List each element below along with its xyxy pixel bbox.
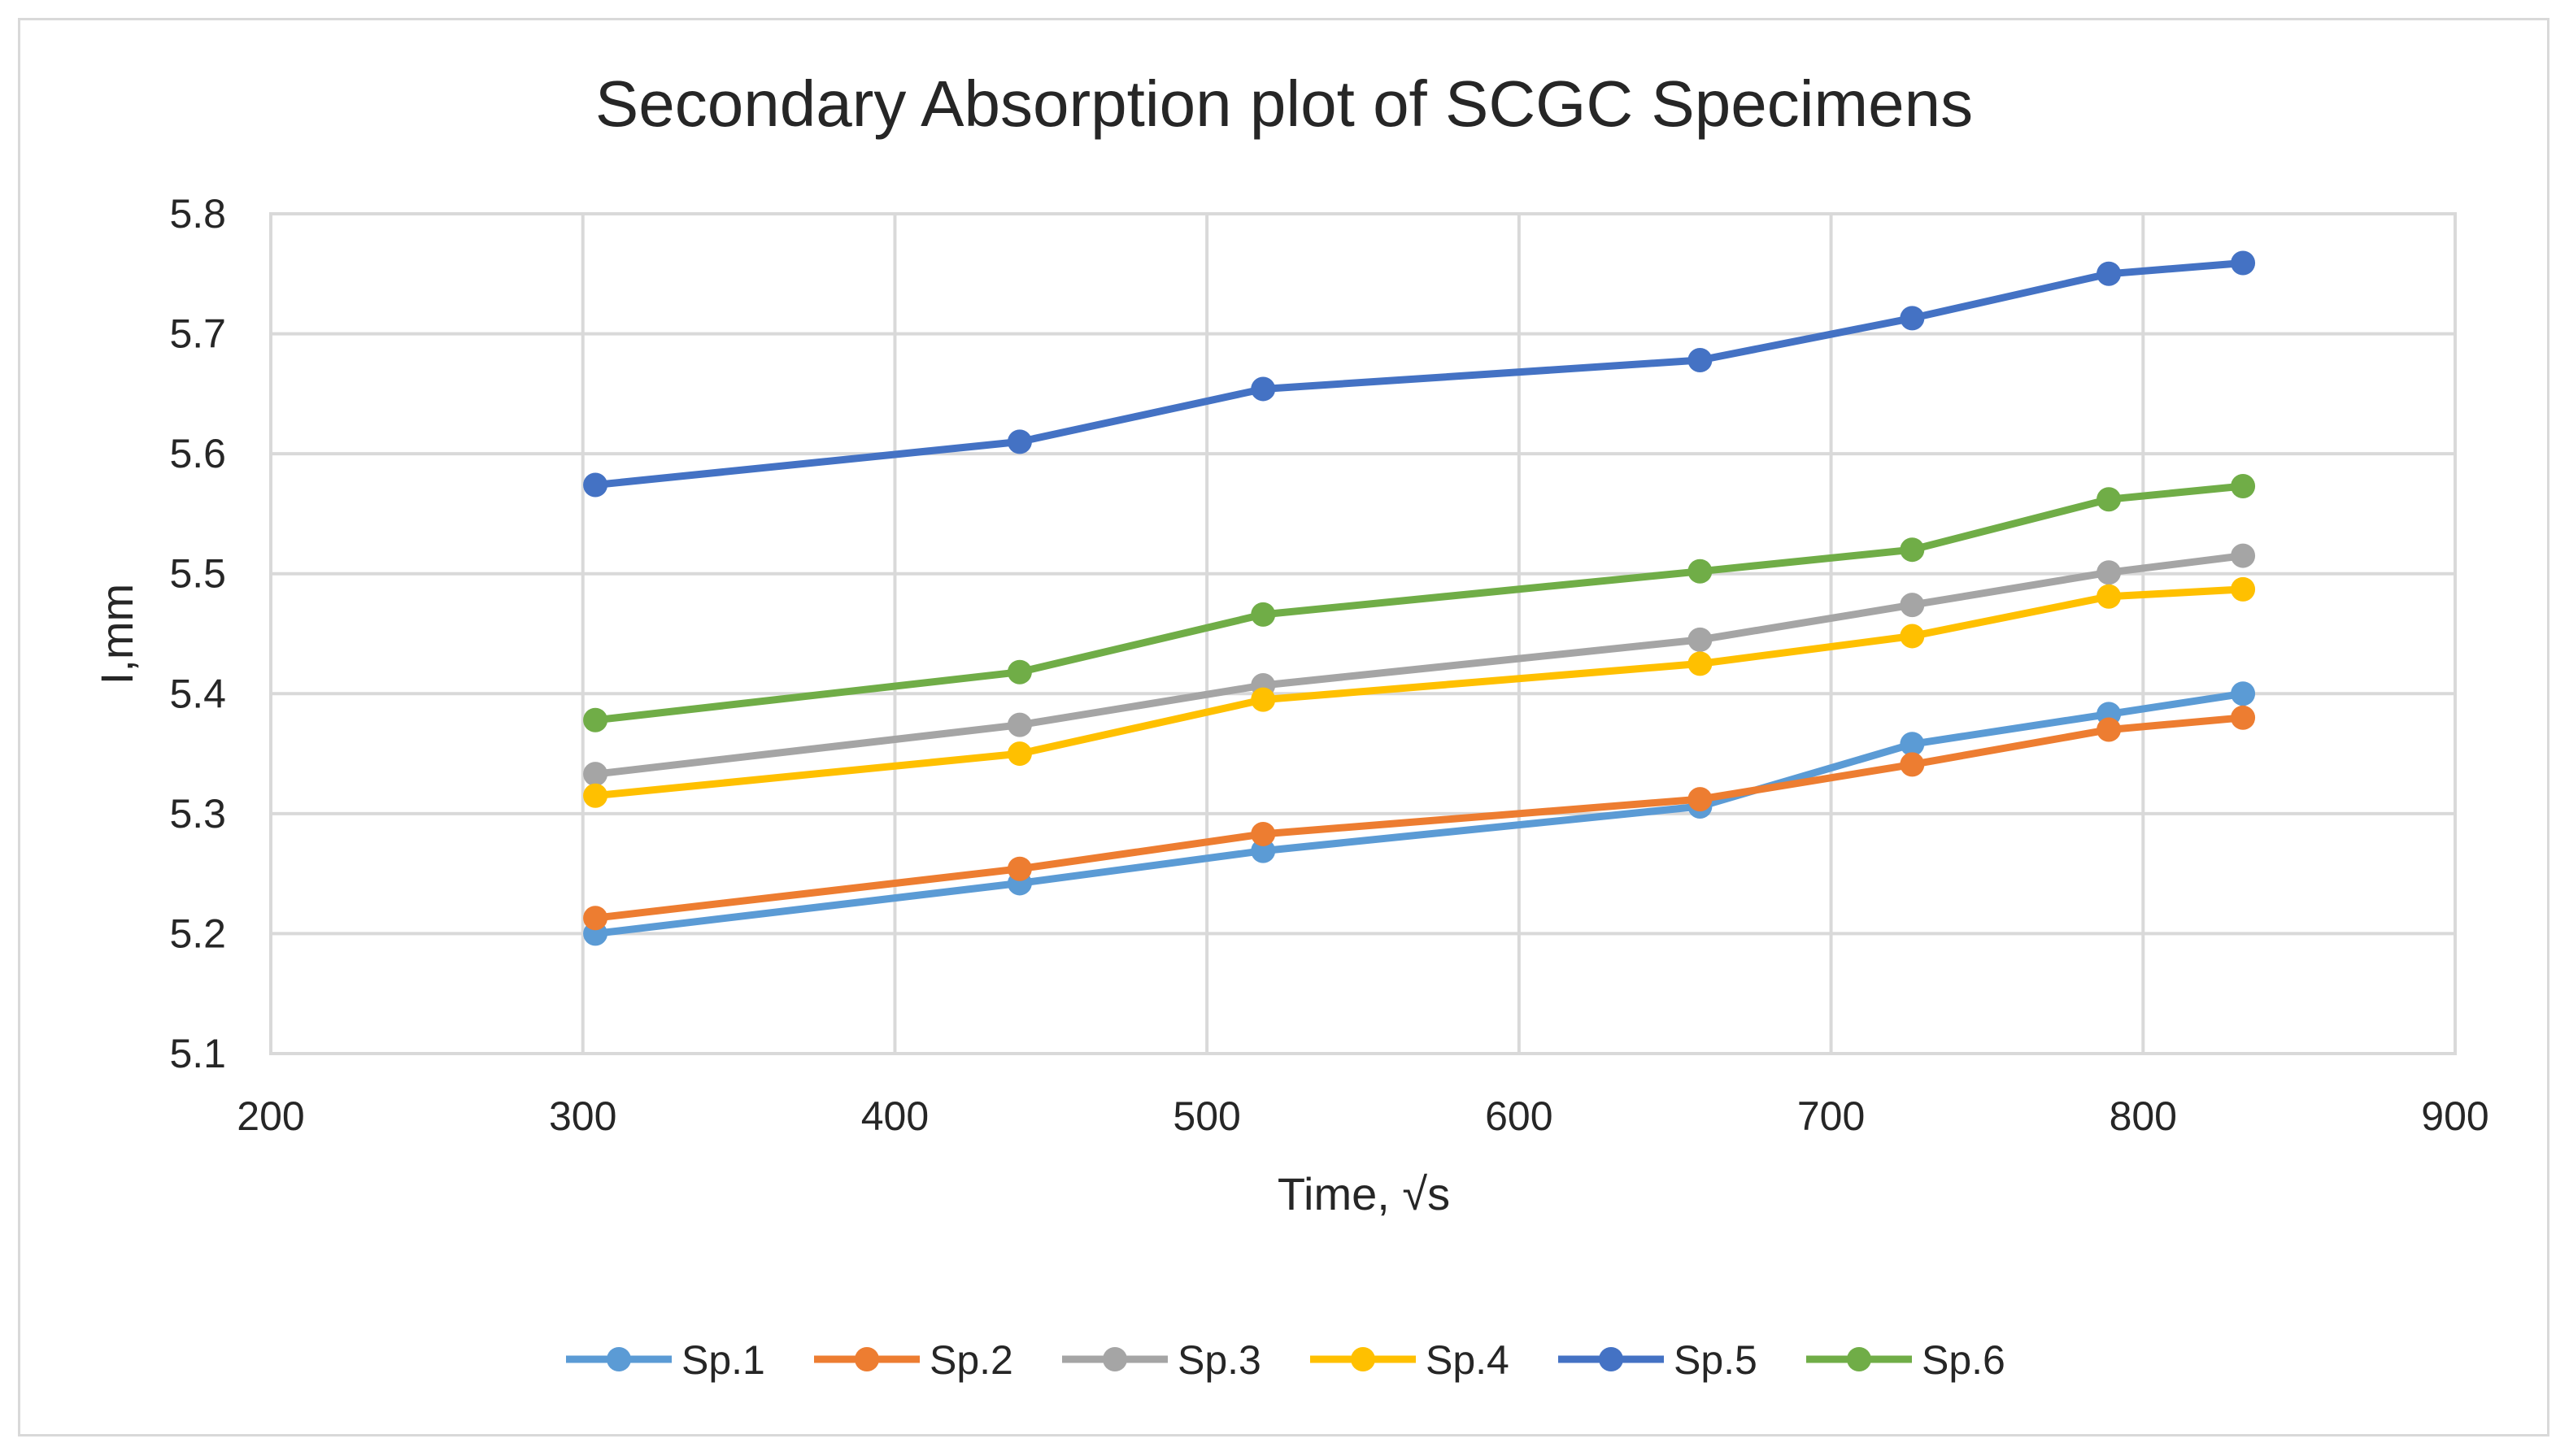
legend-label: Sp.2 <box>930 1337 1013 1383</box>
data-point <box>1900 624 1925 649</box>
legend-item: Sp.1 <box>566 1337 765 1383</box>
data-point <box>583 906 608 931</box>
data-point <box>2231 681 2256 706</box>
data-point <box>2231 473 2256 498</box>
plot-area <box>269 212 2457 1055</box>
legend-marker <box>1351 1347 1375 1371</box>
legend-label: Sp.3 <box>1178 1337 1261 1383</box>
data-point <box>2097 717 2122 742</box>
data-point <box>1007 712 1032 737</box>
x-tick-label: 500 <box>1173 1093 1240 1139</box>
y-tick-label: 5.8 <box>169 191 226 237</box>
y-tick-label: 5.4 <box>169 671 226 716</box>
data-point <box>2231 576 2256 602</box>
legend-label: Sp.6 <box>1922 1337 2005 1383</box>
legend-marker <box>1847 1347 1871 1371</box>
y-tick-label: 5.6 <box>169 431 226 476</box>
legend-label: Sp.5 <box>1674 1337 1757 1383</box>
legend-marker <box>1599 1347 1623 1371</box>
data-point <box>2231 705 2256 730</box>
legend-item: Sp.6 <box>1806 1337 2005 1383</box>
data-point <box>1007 856 1032 881</box>
y-tick-label: 5.3 <box>169 791 226 837</box>
data-point <box>583 707 608 732</box>
data-point <box>1687 787 1713 812</box>
legend: Sp.1 Sp.2 Sp.3 Sp.4 Sp.5 Sp.6 <box>566 1337 2005 1383</box>
data-point <box>1251 376 1276 402</box>
x-tick-label: 400 <box>861 1093 929 1139</box>
data-point <box>583 472 608 498</box>
data-point <box>583 783 608 808</box>
data-point <box>1007 429 1032 454</box>
legend-item: Sp.5 <box>1558 1337 1757 1383</box>
y-axis-ticks: 5.1 5.2 5.3 5.4 5.5 5.6 5.7 5.8 <box>169 191 226 1076</box>
data-point <box>2231 250 2256 276</box>
x-tick-label: 200 <box>237 1093 304 1139</box>
legend-marker <box>607 1347 631 1371</box>
data-point <box>1251 687 1276 712</box>
data-point <box>1687 558 1713 584</box>
x-tick-label: 900 <box>2421 1093 2488 1139</box>
chart-title: Secondary Absorption plot of SCGC Specim… <box>595 67 1973 140</box>
data-point <box>1900 732 1925 757</box>
data-point <box>2097 584 2122 609</box>
legend-label: Sp.4 <box>1426 1337 1509 1383</box>
x-tick-label: 800 <box>2110 1093 2177 1139</box>
data-point <box>583 762 608 787</box>
data-point <box>1007 741 1032 767</box>
legend-item: Sp.2 <box>814 1337 1013 1383</box>
data-point <box>1900 752 1925 777</box>
data-point <box>1900 306 1925 331</box>
series-line <box>591 259 2247 489</box>
x-tick-label: 600 <box>1485 1093 1552 1139</box>
data-point <box>1687 348 1713 373</box>
legend-label: Sp.1 <box>681 1337 765 1383</box>
data-point <box>1900 593 1925 618</box>
y-tick-label: 5.2 <box>169 911 226 956</box>
legend-item: Sp.4 <box>1310 1337 1509 1383</box>
series-sp5 <box>583 250 2256 498</box>
data-point <box>1251 821 1276 846</box>
y-tick-label: 5.7 <box>169 311 226 357</box>
series-sp6 <box>583 473 2256 732</box>
x-axis-ticks: 200 300 400 500 600 700 800 900 <box>237 1093 2488 1139</box>
data-point <box>1687 651 1713 676</box>
x-tick-label: 700 <box>1797 1093 1865 1139</box>
y-tick-label: 5.5 <box>169 551 226 597</box>
data-point <box>2097 487 2122 512</box>
y-tick-label: 5.1 <box>169 1031 226 1076</box>
x-tick-label: 300 <box>549 1093 616 1139</box>
series-sp4 <box>583 576 2256 808</box>
legend-item: Sp.3 <box>1062 1337 1261 1383</box>
data-point <box>1251 838 1276 863</box>
series-line <box>591 552 2247 778</box>
data-point <box>2097 560 2122 585</box>
y-axis-title: I,mm <box>91 584 142 685</box>
data-point <box>1251 602 1276 627</box>
data-point <box>1900 537 1925 563</box>
data-point <box>2097 261 2122 286</box>
x-axis-title: Time, √s <box>1278 1168 1450 1219</box>
data-point <box>1007 659 1032 685</box>
data-point <box>2231 543 2256 568</box>
series-sp2 <box>583 705 2256 931</box>
series-layer <box>583 250 2256 946</box>
data-point <box>1687 627 1713 652</box>
legend-marker <box>1103 1347 1127 1371</box>
legend-marker <box>855 1347 879 1371</box>
